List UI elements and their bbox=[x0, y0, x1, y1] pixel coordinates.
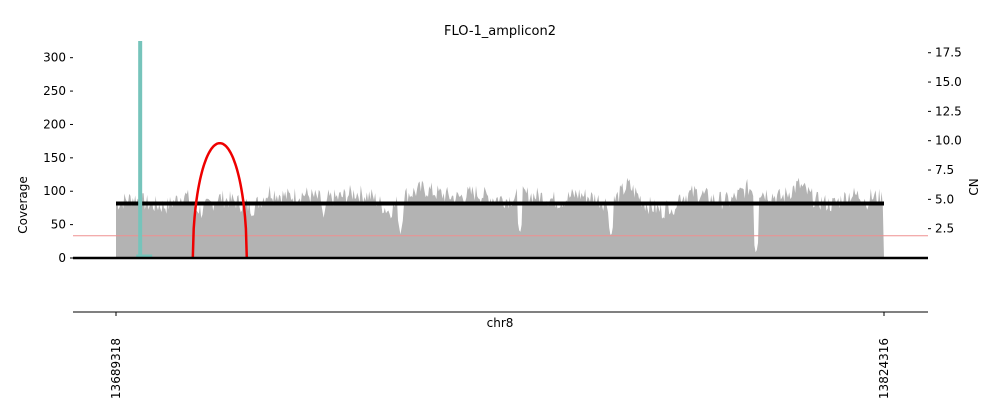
chart-title: FLO-1_amplicon2 bbox=[444, 24, 556, 39]
right-y-axis: 2.5 5.0 7.5 10.0 12.5 15.0 17.5 bbox=[928, 46, 962, 236]
right-tick-label: 15.0 bbox=[935, 75, 962, 89]
left-tick-label: 300 bbox=[43, 51, 66, 65]
right-axis-label: CN bbox=[967, 178, 981, 195]
coverage-area-layer bbox=[116, 177, 884, 258]
left-tick-label: 150 bbox=[43, 151, 66, 165]
x-axis: 13689318 13824316 bbox=[109, 312, 891, 399]
discordant-arc bbox=[191, 141, 249, 259]
x-axis-label: chr8 bbox=[487, 316, 514, 330]
coverage-area bbox=[116, 177, 884, 258]
x-tick-label: 13824316 bbox=[877, 338, 891, 399]
right-tick-label: 10.0 bbox=[935, 134, 962, 148]
left-tick-label: 50 bbox=[51, 218, 66, 232]
x-tick-label: 13689318 bbox=[109, 338, 123, 399]
right-tick-label: 12.5 bbox=[935, 104, 962, 118]
left-tick-label: 250 bbox=[43, 84, 66, 98]
left-tick-label: 0 bbox=[58, 251, 66, 265]
left-y-axis: 0 50 100 150 200 250 300 bbox=[43, 51, 73, 265]
left-tick-label: 100 bbox=[43, 184, 66, 198]
right-tick-label: 17.5 bbox=[935, 46, 962, 60]
right-tick-label: 2.5 bbox=[935, 222, 954, 236]
right-tick-label: 7.5 bbox=[935, 163, 954, 177]
left-axis-label: Coverage bbox=[16, 176, 30, 234]
left-tick-label: 200 bbox=[43, 117, 66, 131]
right-tick-label: 5.0 bbox=[935, 192, 954, 206]
